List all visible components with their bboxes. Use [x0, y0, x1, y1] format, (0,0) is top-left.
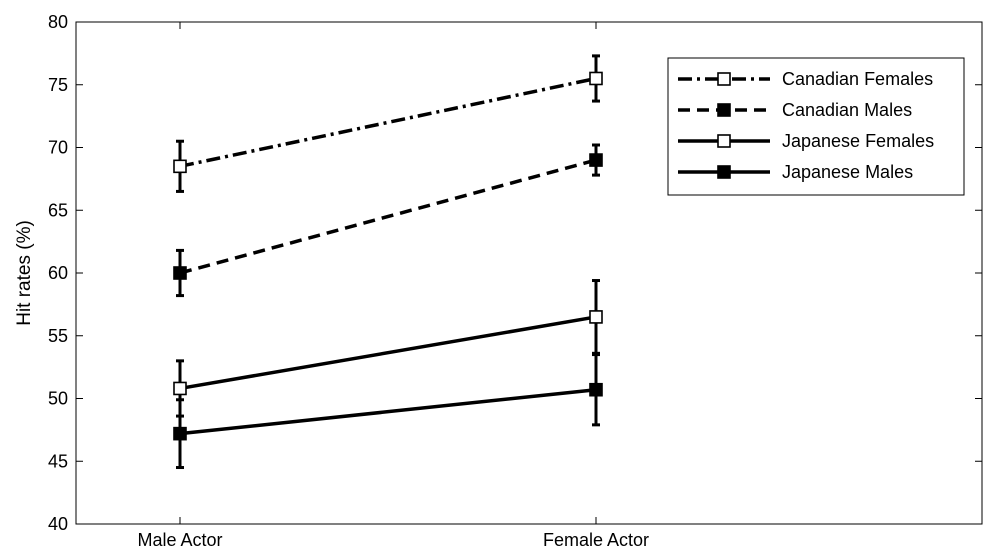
legend: Canadian Females Canadian Males Japanese F… [667, 57, 965, 196]
y-tick-label: 80 [48, 12, 68, 32]
data-point [173, 266, 187, 280]
series-canadian-males [173, 143, 603, 298]
y-tick-label: 40 [48, 514, 68, 534]
legend-marker [717, 165, 731, 179]
data-point [589, 71, 603, 86]
series-line [179, 76, 597, 169]
x-tick-label: Male Actor [137, 530, 222, 550]
legend-marker [717, 103, 731, 117]
legend-label: Japanese Males [782, 162, 913, 182]
legend-label: Canadian Males [782, 100, 912, 120]
legend-label: Japanese Females [782, 131, 934, 151]
data-point [173, 159, 187, 174]
data-point [589, 153, 603, 167]
series-canadian-females [173, 54, 603, 193]
y-tick-label: 50 [48, 389, 68, 409]
data-point [589, 382, 603, 397]
y-axis-title: Hit rates (%) [14, 220, 35, 326]
series-line [179, 387, 597, 436]
y-tick-label: 55 [48, 326, 68, 346]
series-line [179, 158, 597, 275]
legend-marker [717, 134, 731, 148]
series-line [179, 315, 597, 391]
data-point [173, 426, 187, 441]
legend-marker [717, 72, 731, 86]
y-tick-label: 60 [48, 263, 68, 283]
data-point [173, 381, 187, 396]
legend-label: Canadian Females [782, 69, 933, 89]
y-tick-label: 65 [48, 200, 68, 220]
series-layer [173, 54, 603, 470]
y-tick-label: 75 [48, 75, 68, 95]
series-japanese-males [173, 353, 603, 470]
x-tick-label: Female Actor [543, 530, 649, 550]
data-point [589, 310, 603, 324]
axes: 40 45 50 55 60 65 70 75 80 Male Actor Female Actor [48, 12, 983, 550]
y-tick-label: 45 [48, 451, 68, 471]
y-tick-label: 70 [48, 138, 68, 158]
